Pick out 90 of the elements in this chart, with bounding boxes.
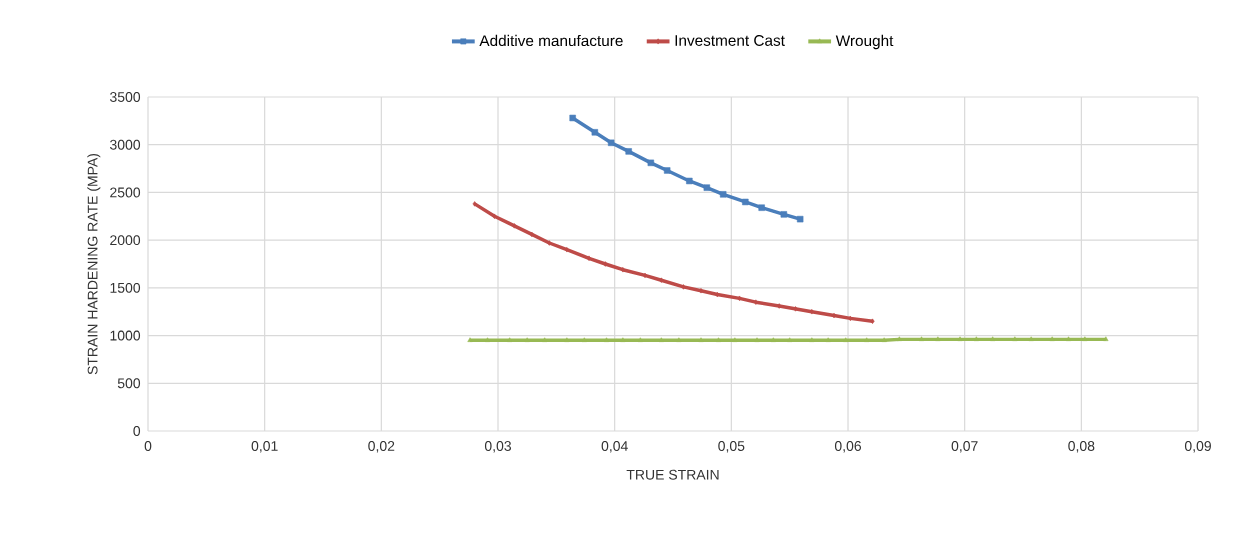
point (787, 337, 793, 342)
point (843, 337, 849, 342)
point (524, 337, 530, 342)
x-tick-label: 0,02 (368, 441, 395, 453)
point (547, 240, 552, 246)
point (732, 337, 738, 342)
point (825, 337, 831, 342)
point (647, 159, 655, 167)
point (686, 177, 693, 185)
point (1065, 336, 1072, 341)
y-tick-label: 2000 (110, 235, 141, 246)
point (809, 309, 814, 315)
x-tick-label: 0,04 (601, 441, 628, 453)
point (620, 337, 626, 342)
point (1028, 336, 1034, 341)
point (607, 139, 615, 146)
legend-label: Investment Cast (675, 35, 785, 46)
point (698, 337, 704, 342)
point (715, 291, 720, 298)
point (507, 337, 513, 342)
point (603, 261, 608, 267)
x-tick-label: 0,03 (484, 441, 512, 453)
y-tick-label: 2500 (110, 187, 141, 198)
point (620, 267, 625, 273)
point (703, 184, 711, 191)
point (658, 337, 664, 342)
point (918, 336, 925, 341)
point (754, 337, 760, 342)
y-tick-label: 1000 (110, 330, 141, 341)
point (770, 337, 776, 342)
x-tick-label: 0,07 (951, 441, 978, 453)
point (935, 336, 941, 341)
y-tick-label: 500 (117, 378, 141, 389)
point (870, 318, 875, 324)
point (809, 337, 815, 342)
point (681, 284, 686, 290)
point (676, 337, 682, 342)
point (777, 303, 782, 309)
x-tick-label: 0,06 (834, 441, 862, 453)
point (659, 277, 664, 283)
y-tick-label: 3500 (110, 92, 141, 102)
x-tick-label: 0,01 (251, 441, 278, 453)
point (603, 337, 610, 342)
x-axis-title: TRUE STRAIN (626, 469, 719, 480)
point (780, 211, 788, 218)
x-tick-label: 0 (144, 441, 152, 451)
point (881, 337, 887, 342)
point (663, 167, 671, 174)
point (591, 129, 599, 136)
legend-label: Additive manufacture (479, 34, 623, 47)
point (564, 337, 570, 342)
point (564, 247, 569, 253)
point (484, 337, 491, 342)
x-tick-label: 0,08 (1068, 441, 1095, 453)
point (1082, 336, 1088, 341)
legend-label: Wrought (835, 34, 894, 50)
point (492, 213, 497, 219)
point (529, 231, 534, 238)
point (1103, 336, 1109, 341)
point (586, 255, 592, 261)
y-tick-label: 3000 (110, 139, 141, 150)
point (848, 315, 853, 322)
point (1012, 336, 1018, 341)
y-tick-label: 0 (133, 426, 141, 436)
point (864, 337, 870, 342)
point (973, 336, 979, 341)
point (715, 337, 722, 342)
point (957, 336, 963, 341)
point (581, 337, 587, 342)
point (472, 201, 477, 207)
point (637, 337, 643, 342)
x-tick-label: 0,05 (718, 441, 745, 453)
x-tick-label: 0,09 (1184, 441, 1211, 453)
y-tick-label: 1500 (110, 282, 141, 293)
point (896, 336, 902, 341)
point (719, 191, 727, 198)
point (796, 215, 804, 223)
point (793, 306, 798, 312)
point (758, 204, 765, 211)
point (542, 337, 548, 342)
point (753, 299, 758, 305)
point (737, 295, 742, 302)
point (742, 198, 749, 206)
y-axis-title: STRAIN HARDENING RATE (MPA) (87, 153, 101, 375)
point (467, 337, 473, 342)
point (569, 114, 576, 122)
point (625, 148, 632, 155)
point (1049, 336, 1055, 341)
point (512, 223, 517, 229)
point (990, 336, 996, 341)
